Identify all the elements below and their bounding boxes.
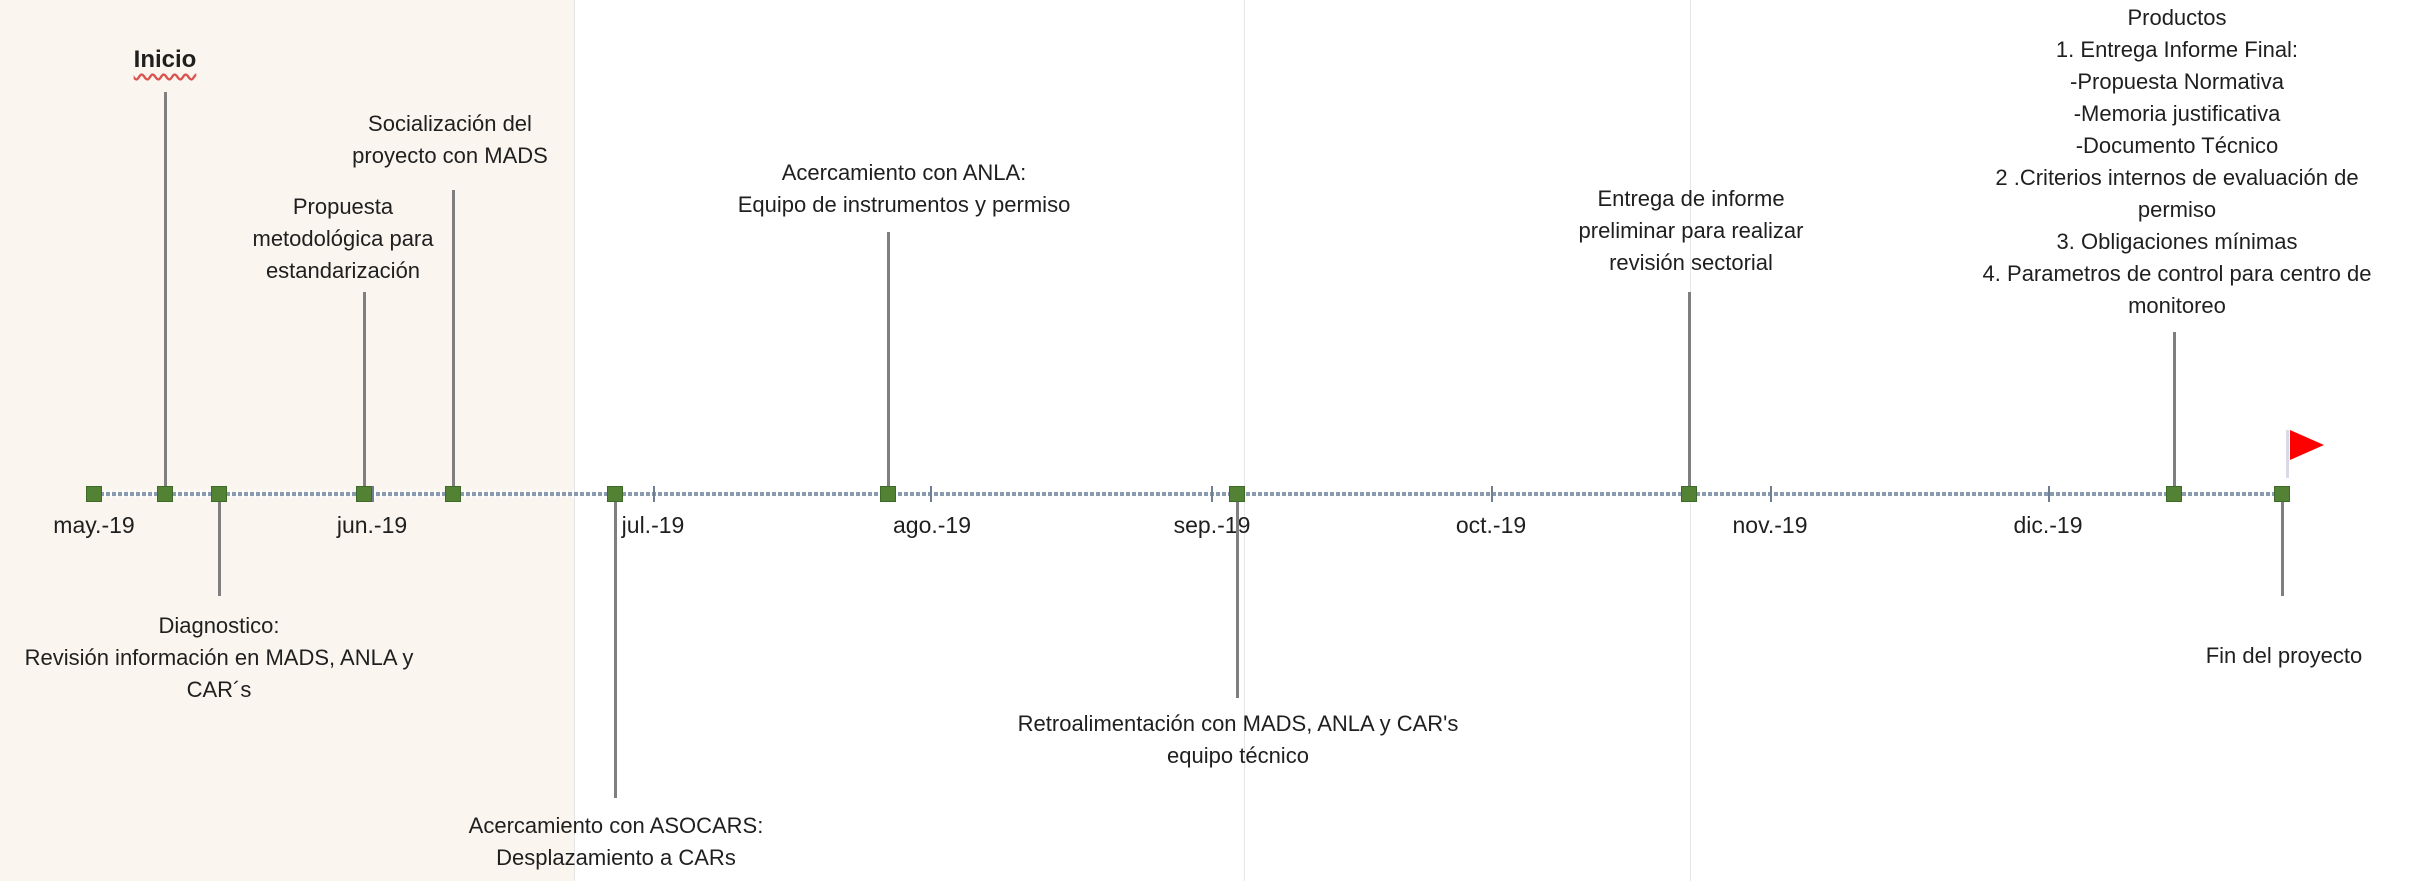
month-tick (1211, 486, 1213, 502)
month-tick (2048, 486, 2050, 502)
timeline-axis (94, 490, 2282, 498)
milestone-label-retroalimentacion: Retroalimentación con MADS, ANLA y CAR's… (1018, 708, 1459, 772)
month-label: nov.-19 (1732, 512, 1808, 538)
milestone-stem (452, 190, 455, 494)
label-line: Desplazamiento a CARs (496, 845, 736, 870)
milestone-label-fin: Fin del proyecto (2206, 640, 2363, 672)
label-line: monitoreo (2128, 293, 2226, 318)
milestone-marker-anla (880, 486, 896, 502)
month-label: may.-19 (53, 512, 135, 538)
month-tick (930, 486, 932, 502)
milestone-label-inicio: Inicio (134, 44, 197, 76)
milestone-marker-diagnostico (211, 486, 227, 502)
finish-flag-icon (2290, 430, 2324, 460)
milestone-label-productos: Productos 1. Entrega Informe Final: -Pro… (1983, 2, 2372, 322)
milestone-title: Inicio (133, 46, 197, 73)
flag-pole (2286, 430, 2289, 478)
milestone-label-socializacion: Socialización del proyecto con MADS (352, 108, 548, 172)
milestone-marker-entrega-preliminar (1681, 486, 1697, 502)
milestone-stem (164, 92, 167, 494)
month-label: jul.-19 (621, 512, 685, 538)
milestone-stem (363, 292, 366, 494)
milestone-stem (218, 494, 221, 596)
milestone-label-diagnostico: Diagnostico: Revisión información en MAD… (25, 610, 414, 706)
month-label: oct.-19 (1455, 512, 1527, 538)
label-line: -Memoria justificativa (2073, 101, 2281, 126)
milestone-marker-socializacion (445, 486, 461, 502)
label-line: Entrega de informe (1597, 186, 1785, 211)
month-divider (1244, 0, 1245, 881)
milestone-marker-propuesta (356, 486, 372, 502)
milestone-stem (1688, 292, 1691, 494)
timeline-start-marker (86, 486, 102, 502)
label-line: 3. Obligaciones mínimas (2056, 229, 2298, 254)
label-line: estandarización (265, 258, 421, 283)
month-divider (574, 0, 575, 881)
milestone-label-anla: Acercamiento con ANLA: Equipo de instrum… (738, 157, 1071, 221)
milestone-marker-inicio (157, 486, 173, 502)
label-line: CAR´s (186, 677, 252, 702)
highlighted-period-band (0, 0, 574, 881)
label-line: 1. Entrega Informe Final: (2055, 37, 2299, 62)
month-label: ago.-19 (892, 512, 972, 538)
label-line: preliminar para realizar (1578, 218, 1804, 243)
label-line: Diagnostico: (158, 613, 280, 638)
milestone-label-propuesta: Propuesta metodológica para estandarizac… (252, 191, 433, 287)
label-line: -Propuesta Normativa (2070, 69, 2284, 94)
label-line: Revisión información en MADS, ANLA y (24, 645, 414, 670)
month-tick (1770, 486, 1772, 502)
milestone-stem (2173, 332, 2176, 494)
month-tick (653, 486, 655, 502)
label-line: Retroalimentación con MADS, ANLA y CAR's (1017, 711, 1459, 736)
label-line: equipo técnico (1167, 743, 1309, 768)
label-line: Acercamiento con ASOCARS: (468, 813, 764, 838)
month-tick (372, 486, 374, 502)
milestone-label-asocars: Acercamiento con ASOCARS: Desplazamiento… (469, 810, 764, 874)
label-line: 2 .Criterios internos de evaluación de (1995, 165, 2359, 190)
label-line: permiso (2137, 197, 2217, 222)
label-line: metodológica para (252, 226, 434, 251)
month-label: jun.-19 (336, 512, 408, 538)
milestone-marker-asocars (607, 486, 623, 502)
label-line: Socialización del (368, 111, 532, 136)
milestone-marker-retroalimentacion (1229, 486, 1245, 502)
month-tick (1491, 486, 1493, 502)
milestone-stem (614, 494, 617, 798)
label-line: -Documento Técnico (2075, 133, 2279, 158)
milestone-marker-fin (2274, 486, 2290, 502)
label-line: Acercamiento con ANLA: (781, 160, 1027, 185)
label-line: Productos (2127, 5, 2227, 30)
label-line: Fin del proyecto (2205, 643, 2363, 668)
milestone-marker-productos (2166, 486, 2182, 502)
label-line: Propuesta (292, 194, 394, 219)
milestone-stem (887, 232, 890, 494)
label-line: proyecto con MADS (352, 143, 548, 168)
label-line: Equipo de instrumentos y permiso (737, 192, 1071, 217)
milestone-stem (1236, 494, 1239, 698)
milestone-label-entrega-preliminar: Entrega de informe preliminar para reali… (1579, 183, 1804, 279)
label-line: 4. Parametros de control para centro de (1982, 261, 2372, 286)
milestone-stem (2281, 494, 2284, 596)
month-label: dic.-19 (2013, 512, 2083, 538)
label-line: revisión sectorial (1609, 250, 1773, 275)
